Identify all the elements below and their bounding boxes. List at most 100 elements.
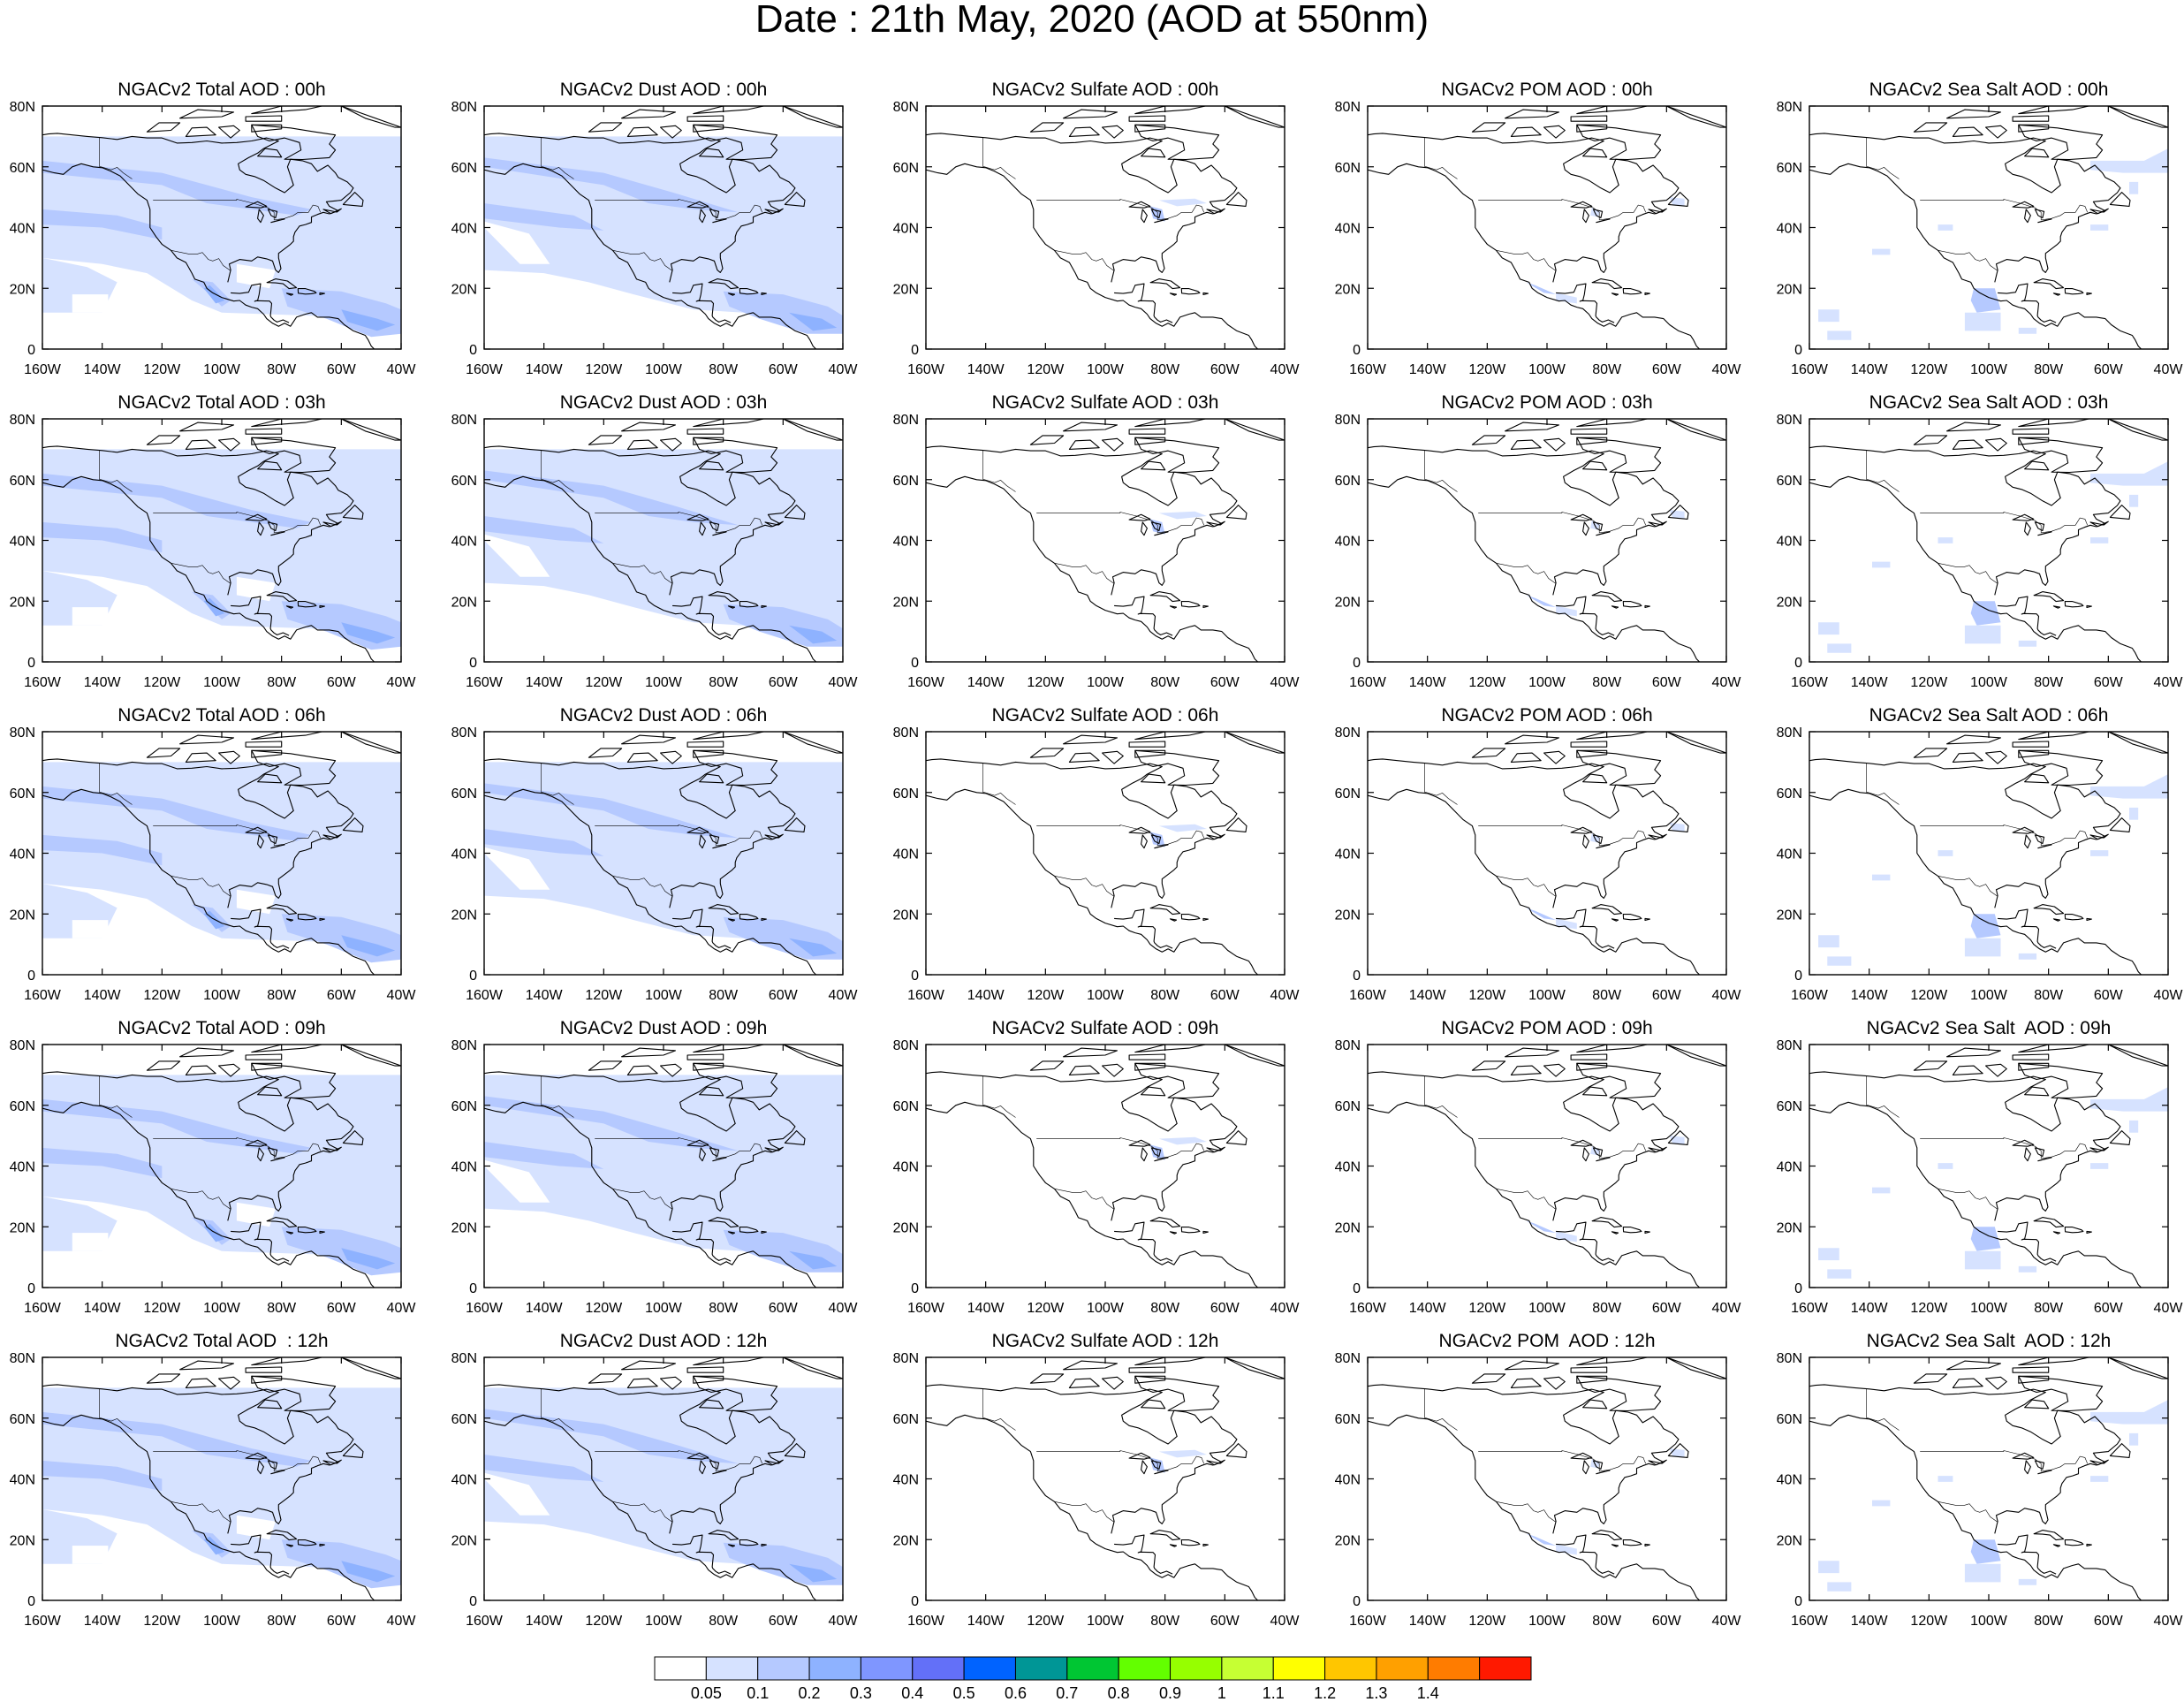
country-borders (1866, 137, 2088, 271)
map-plot: 160W 140W 120W 100W 80W 60W 40W 80N 60N 40N 20N 0 (10, 413, 417, 690)
lon-tick-label: 40W (387, 675, 417, 690)
lon-tick-label: 120W (1027, 1614, 1065, 1629)
lon-tick-label: 140W (526, 362, 564, 377)
country-borders (1866, 1075, 2088, 1210)
lat-tick-label: 20N (1777, 595, 1802, 610)
aod-shading (2090, 1087, 2168, 1112)
colorbar-swatch (705, 1656, 759, 1681)
map-plot: 160W 140W 120W 100W 80W 60W 40W 80N 60N 40N 20N 0 (893, 413, 1301, 690)
lat-tick-label: 0 (469, 343, 477, 358)
lat-tick-label: 60N (1777, 474, 1802, 489)
lat-tick-label: 20N (10, 595, 35, 610)
map-panel-pom-12h: NGACv2 POM AOD : 12h 160W 140W 120W 100W 80W 6… (1325, 1331, 1767, 1640)
map-plot: 160W 140W 120W 100W 80W 60W 40W 80N 60N 40N 20N 0 (10, 1038, 417, 1316)
aod-shading (2090, 537, 2109, 543)
aod-field (1368, 1045, 1726, 1288)
lon-tick-label: 80W (1592, 988, 1622, 1003)
aod-shading (1872, 561, 1891, 568)
aod-shading (236, 1515, 276, 1540)
lat-tick-label: 20N (893, 908, 919, 923)
aod-shading (42, 1411, 312, 1467)
aod-shading (42, 1098, 312, 1154)
colorbar-label: 1.2 (1314, 1684, 1337, 1702)
lon-tick-label: 100W (1087, 675, 1125, 690)
lat-tick-label: 80N (451, 100, 477, 115)
map-panel-pom-09h: NGACv2 POM AOD : 09h 160W 140W 120W 100W 80W 6… (1325, 1018, 1767, 1327)
coastline (42, 732, 401, 975)
map-plot: 160W 140W 120W 100W 80W 60W 40W 80N 60N 40N 20N 0 (10, 726, 417, 1003)
map-panel-dust-00h: NGACv2 Dust AOD : 00h 160W 140W 120W 100W 80W… (442, 80, 883, 389)
colorbar-label: 0.8 (1107, 1684, 1130, 1702)
map-plot: 160W 140W 120W 100W 80W 60W 40W 80N 60N 40N 20N 0 (1335, 100, 1742, 377)
aod-shading (1872, 1500, 1891, 1507)
country-borders (1424, 137, 1646, 271)
map-panel-sulfate-06h: NGACv2 Sulfate AOD : 06h 160W 140W 120W 100W… (883, 705, 1325, 1014)
lat-tick-label: 40N (10, 222, 35, 237)
lon-tick-label: 40W (2154, 988, 2184, 1003)
aod-field (484, 419, 843, 662)
aod-shading (1970, 601, 2001, 626)
lat-tick-label: 40N (893, 847, 919, 862)
lon-tick-label: 100W (1528, 1614, 1566, 1629)
lon-tick-label: 40W (387, 362, 417, 377)
aod-shading (789, 625, 838, 644)
lon-tick-label: 60W (1210, 1301, 1240, 1316)
lon-tick-label: 120W (585, 1614, 623, 1629)
panel-title: NGACv2 Sea Salt AOD : 03h (1869, 392, 2109, 413)
lat-tick-label: 80N (893, 726, 919, 741)
lon-tick-label: 100W (645, 362, 683, 377)
lat-tick-label: 0 (911, 969, 919, 984)
lon-tick-label: 60W (769, 988, 799, 1003)
lon-tick-label: 140W (1409, 675, 1447, 690)
coastline (926, 106, 1285, 349)
aod-shading (1964, 625, 2001, 644)
lat-tick-label: 0 (469, 1281, 477, 1296)
aod-shading (1158, 511, 1207, 520)
lat-tick-label: 80N (1335, 1038, 1361, 1053)
aod-shading (484, 516, 604, 543)
colorbar-swatch (654, 1656, 707, 1681)
lon-tick-label: 100W (1528, 1301, 1566, 1316)
aod-shading (341, 935, 396, 957)
aod-shading (2018, 327, 2037, 334)
lat-tick-label: 60N (1335, 1412, 1361, 1427)
lon-tick-label: 40W (829, 988, 859, 1003)
lon-tick-label: 80W (1150, 362, 1180, 377)
country-borders (541, 1388, 762, 1523)
lat-tick-label: 80N (1777, 726, 1802, 741)
colorbar-swatch (757, 1656, 810, 1681)
lat-tick-label: 60N (1335, 161, 1361, 176)
lat-tick-label: 40N (10, 1160, 35, 1175)
map-panel-dust-12h: NGACv2 Dust AOD : 12h 160W 140W 120W 100W 80W… (442, 1331, 883, 1640)
lon-tick-label: 140W (84, 1301, 122, 1316)
aod-shading (484, 1455, 604, 1482)
lon-tick-label: 80W (709, 675, 739, 690)
aod-field (42, 732, 401, 975)
lat-tick-label: 60N (451, 1412, 477, 1427)
country-borders (982, 1075, 1204, 1210)
country-borders (982, 763, 1204, 897)
lat-tick-label: 60N (1335, 786, 1361, 802)
lon-tick-label: 60W (327, 988, 357, 1003)
aod-shading (1526, 1533, 1557, 1546)
lon-tick-label: 120W (1468, 988, 1506, 1003)
colorbar-swatch (860, 1656, 914, 1681)
lon-tick-label: 160W (1791, 988, 1829, 1003)
lat-tick-label: 60N (10, 1099, 35, 1114)
colorbar-label: 0.3 (849, 1684, 872, 1702)
aod-shading (2090, 224, 2109, 231)
lon-tick-label: 60W (1210, 1614, 1240, 1629)
lat-tick-label: 20N (1777, 1533, 1802, 1548)
country-borders (541, 137, 762, 271)
aod-shading (1827, 1269, 1852, 1279)
lon-tick-label: 140W (1409, 1614, 1447, 1629)
lon-tick-label: 40W (1270, 1614, 1301, 1629)
lon-tick-label: 160W (24, 675, 62, 690)
lon-tick-label: 60W (1652, 362, 1682, 377)
map-panel-sea-salt-00h: NGACv2 Sea Salt AOD : 00h 160W 140W 120W 100… (1767, 80, 2184, 389)
lon-tick-label: 80W (1592, 675, 1622, 690)
country-borders (1424, 450, 1646, 584)
aod-shading (2090, 774, 2168, 799)
lat-tick-label: 20N (893, 282, 919, 297)
aod-shading (1158, 1136, 1207, 1145)
